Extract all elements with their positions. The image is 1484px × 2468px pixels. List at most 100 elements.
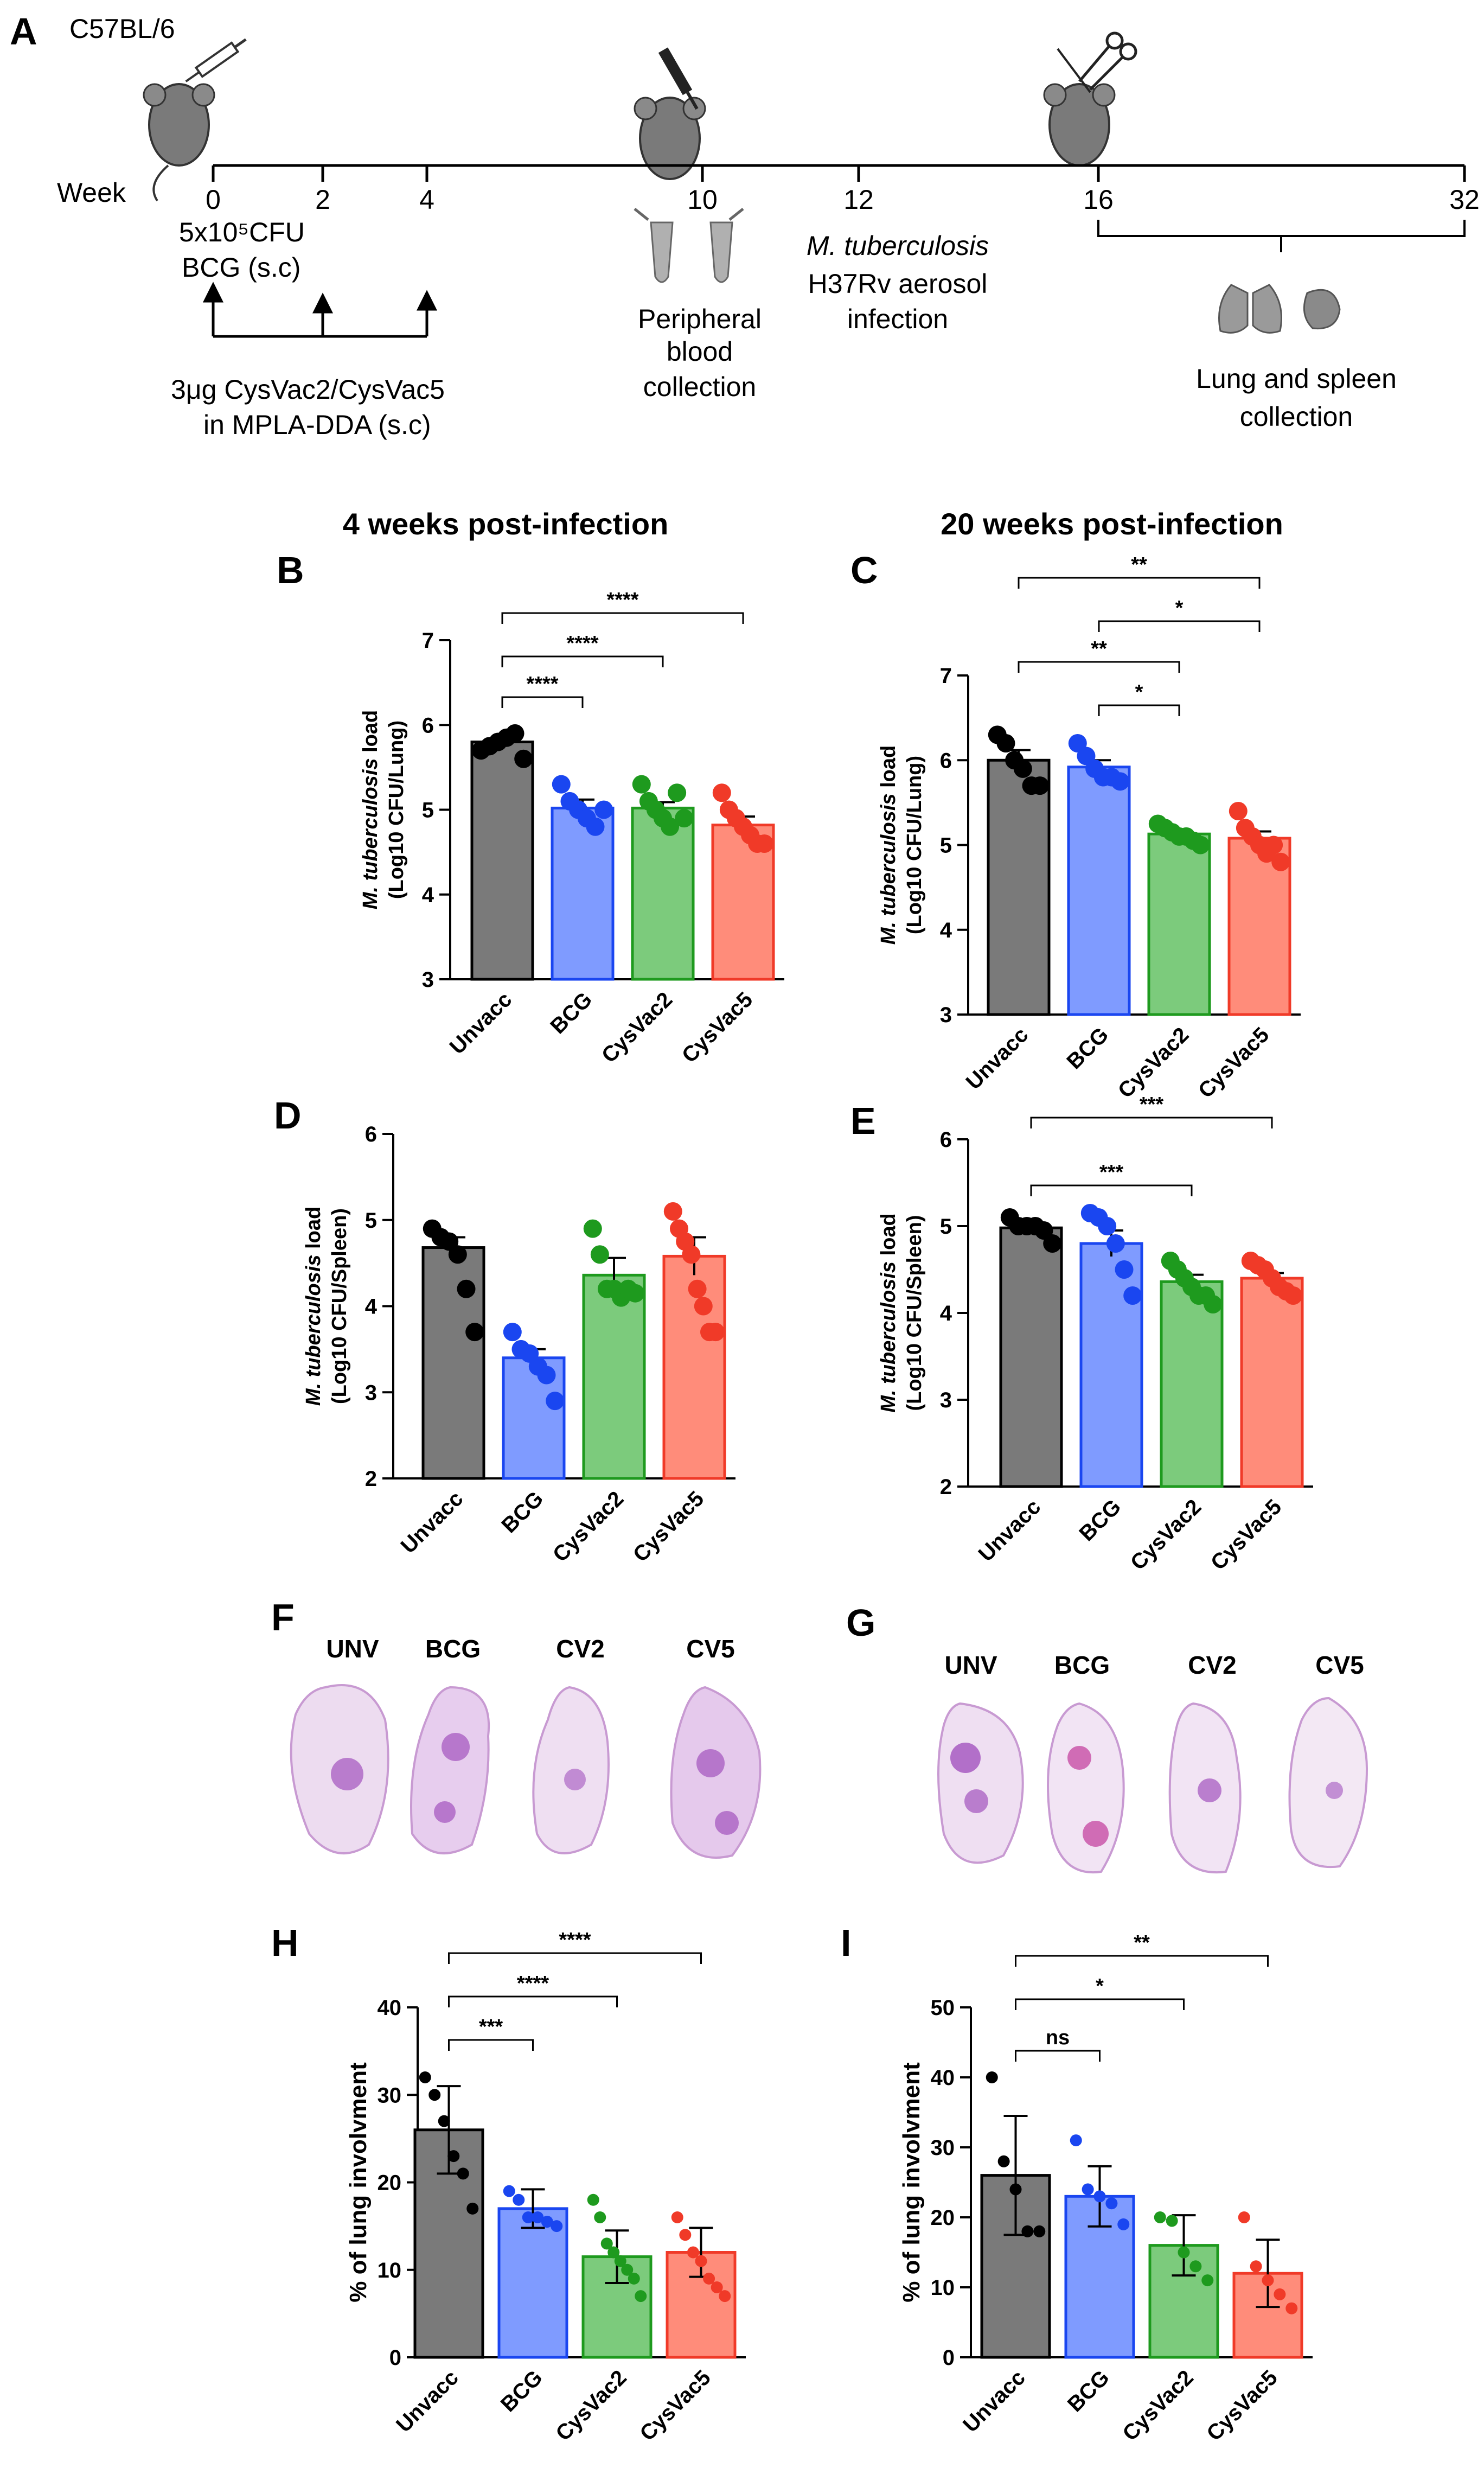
data-point: [614, 2255, 626, 2267]
x-tick-label: Unvacc: [974, 1495, 1046, 1566]
data-point: [438, 2115, 450, 2127]
y-tick-label: 6: [365, 1123, 377, 1146]
significance-bracket: [501, 655, 664, 667]
data-point: [506, 724, 524, 743]
y-axis-label: M. tuberculosis load: [877, 745, 900, 945]
y-tick-label: 2: [365, 1467, 377, 1491]
data-point: [663, 1202, 682, 1221]
mouse-icon: [634, 97, 706, 180]
y-tick-label: 5: [940, 834, 952, 858]
x-tick-label: CysVac2: [551, 2365, 631, 2445]
data-point: [514, 749, 533, 768]
data-point: [1093, 2190, 1106, 2203]
boost-dose-label: 3μg CysVac2/CysVac5: [171, 374, 445, 405]
data-point: [1229, 802, 1248, 820]
y-tick-label: 0: [389, 2346, 401, 2370]
y-tick-label: 4: [940, 1302, 952, 1325]
data-point: [1034, 1221, 1053, 1240]
data-point: [600, 2237, 613, 2250]
data-point: [1021, 2225, 1034, 2237]
y-axis-label: M. tuberculosis load: [302, 1207, 325, 1406]
data-point: [447, 2150, 460, 2163]
bar-unvacc: [470, 741, 534, 981]
data-point: [1033, 2225, 1046, 2237]
data-point: [457, 1279, 476, 1298]
significance-bracket: [1018, 661, 1180, 673]
data-point: [1106, 1234, 1125, 1253]
data-point: [552, 775, 571, 794]
data-point: [586, 817, 605, 836]
x-tick-label: BCG: [1062, 1023, 1113, 1074]
bar-cysvac2: [582, 1273, 646, 1480]
y-tick-label: 5: [365, 1209, 377, 1233]
infection-label-1: M. tuberculosis: [807, 231, 989, 261]
panel-label-i: I: [841, 1922, 851, 1964]
bar-cysvac2: [1147, 832, 1211, 1016]
pipette-icon: [658, 47, 699, 110]
histology-group-label: CV2: [556, 1635, 604, 1663]
y-axis-label: % of lung involvment: [898, 2062, 925, 2303]
data-point: [457, 2167, 469, 2180]
significance-label: **: [1134, 1931, 1150, 1954]
data-point: [1285, 2302, 1298, 2314]
x-tick-label: Unvacc: [962, 1023, 1033, 1094]
significance-bracket: [501, 696, 584, 708]
y-tick-label: 10: [931, 2276, 955, 2300]
data-point: [428, 2089, 441, 2101]
x-tick-label: Unvacc: [392, 2365, 463, 2437]
y-tick-label: 4: [940, 919, 952, 942]
y-tick-label: 4: [365, 1295, 378, 1319]
bar-unvacc: [980, 2174, 1051, 2359]
histology-group-label: BCG: [425, 1635, 481, 1663]
data-point: [687, 2246, 699, 2259]
bar-bcg: [497, 2207, 568, 2359]
data-point: [594, 2211, 606, 2223]
x-tick-label: CysVac2: [548, 1487, 628, 1566]
collection-bracket: [1097, 220, 1466, 252]
heading-20-weeks: 20 weeks post-infection: [941, 507, 1283, 541]
data-point: [1191, 836, 1210, 854]
significance-bracket: [1015, 2050, 1101, 2062]
data-point: [448, 1245, 467, 1264]
data-point: [1154, 2211, 1166, 2223]
y-tick-label: 3: [940, 1003, 952, 1027]
y-tick-label: 3: [365, 1381, 377, 1405]
significance-label: *: [1096, 1975, 1104, 1998]
data-point: [590, 1245, 609, 1264]
data-point: [675, 809, 694, 828]
data-point: [503, 1323, 522, 1342]
data-point: [703, 2272, 715, 2285]
week-tick: 2: [315, 184, 330, 215]
bar-cysvac2: [631, 806, 695, 981]
y-axis-label-units: (Log10 CFU/Spleen): [328, 1208, 351, 1404]
x-tick-label: Unvacc: [958, 2365, 1030, 2437]
chart-panel-d: D 2 3 4 5 6 M. tuberculosis load (Log10 CFU/Spl…: [274, 1094, 735, 1567]
infection-label-2: H37Rv aerosol: [808, 269, 988, 299]
bar-unvacc: [987, 758, 1051, 1016]
week-tick: 0: [206, 184, 221, 215]
data-point: [1105, 2197, 1118, 2210]
data-point: [682, 1245, 701, 1264]
histology-panel-f: F UNV BCG CV2 CV5: [271, 1596, 762, 1859]
data-point: [1123, 1286, 1142, 1305]
data-point: [1238, 2211, 1250, 2223]
significance-bracket: [1098, 620, 1261, 632]
data-point: [1166, 2215, 1178, 2227]
x-tick-label: CysVac2: [1126, 1495, 1206, 1574]
heading-4-weeks: 4 weeks post-infection: [343, 507, 669, 541]
data-point: [712, 783, 731, 802]
significance-bracket: [1015, 1955, 1269, 1967]
significance-bracket: [501, 612, 744, 624]
significance-label: ****: [566, 632, 598, 655]
histology-panel-g: G UNV BCG CV2 CV5: [846, 1602, 1368, 1874]
mouse-icon: [1043, 83, 1116, 167]
timeline-ticks: 0 2 4 10 12 16 32: [206, 165, 1480, 215]
week-tick: 32: [1449, 184, 1480, 215]
bar-unvacc: [421, 1246, 485, 1480]
significance-label: ***: [1140, 1093, 1164, 1116]
y-tick-label: 30: [378, 2083, 402, 2107]
y-tick-label: 0: [943, 2346, 955, 2370]
x-tick-label: BCG: [1063, 2365, 1114, 2416]
blood-label-2: blood: [667, 336, 733, 367]
y-tick-label: 2: [940, 1475, 952, 1499]
